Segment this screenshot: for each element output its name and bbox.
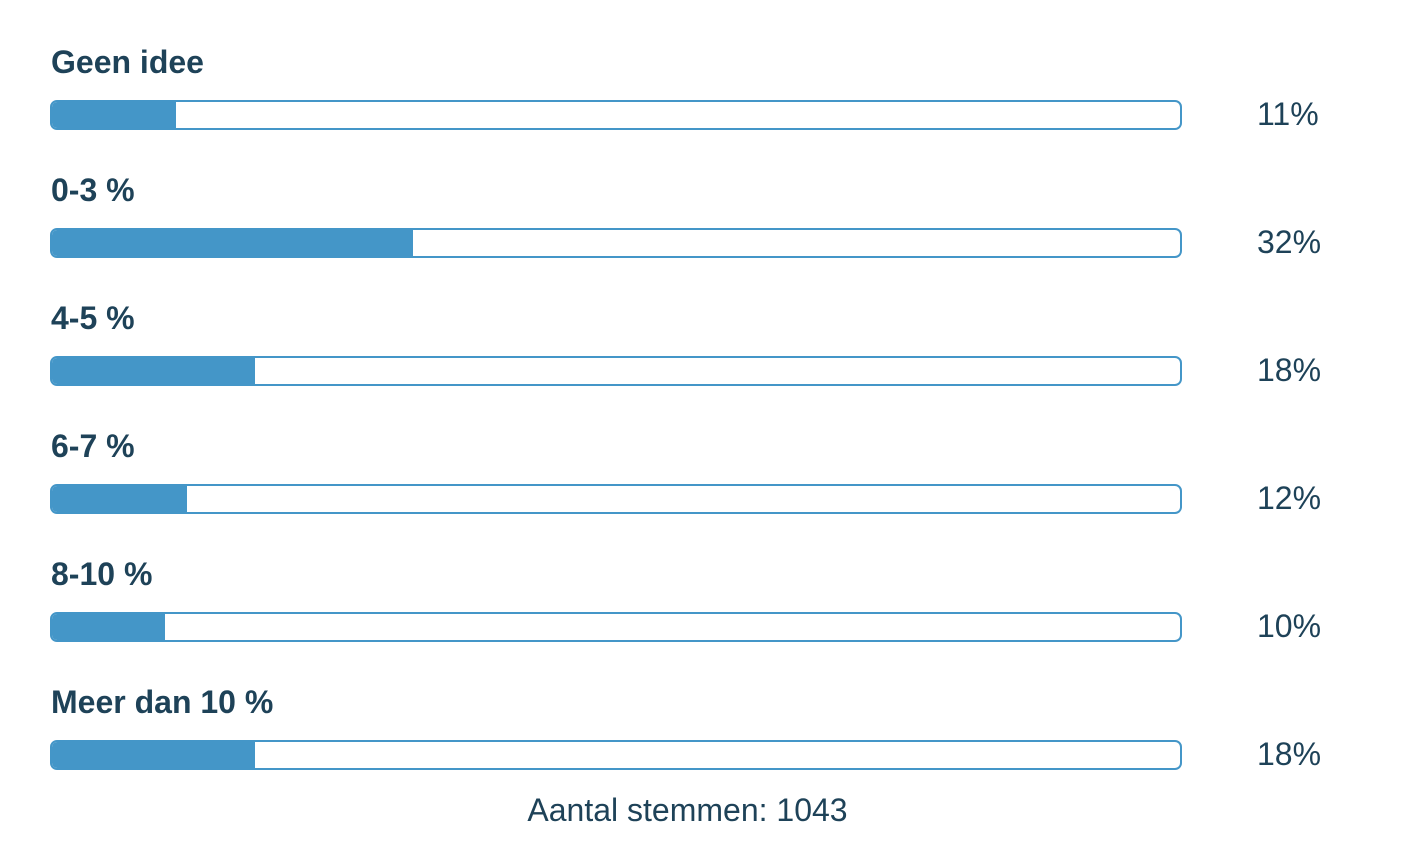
result-bar-track (50, 740, 1182, 770)
total-votes: Aantal stemmen: 1043 (527, 792, 848, 828)
option-percent: 10% (1257, 608, 1322, 644)
option-percent: 11% (1257, 96, 1319, 132)
result-bar-fill (52, 230, 413, 256)
result-bar-fill (52, 486, 188, 512)
poll-option: Geen idee 11% (50, 42, 1350, 170)
poll-option: 6-7 % 12% (50, 426, 1350, 554)
poll-option: Meer dan 10 % 18% (50, 682, 1350, 810)
result-bar-track (50, 484, 1182, 514)
option-percent: 18% (1257, 352, 1322, 388)
option-label: 8-10 % (51, 556, 153, 592)
result-bar-track (50, 356, 1182, 386)
option-label: 0-3 % (51, 172, 135, 208)
option-percent: 18% (1257, 736, 1322, 772)
poll-option: 4-5 % 18% (50, 298, 1350, 426)
result-bar-fill (52, 358, 256, 384)
option-percent: 32% (1257, 224, 1322, 260)
option-label: 6-7 % (51, 428, 135, 464)
poll-option: 0-3 % 32% (50, 170, 1350, 298)
option-percent: 12% (1257, 480, 1322, 516)
result-bar-track (50, 612, 1182, 642)
option-label: Geen idee (51, 44, 204, 80)
result-bar-fill (52, 614, 165, 640)
result-bar-fill (52, 742, 256, 768)
option-label: Meer dan 10 % (51, 684, 274, 720)
poll-option: 8-10 % 10% (50, 554, 1350, 682)
result-bar-track (50, 100, 1182, 130)
result-bar-fill (52, 102, 177, 128)
option-label: 4-5 % (51, 300, 135, 336)
result-bar-track (50, 228, 1182, 258)
